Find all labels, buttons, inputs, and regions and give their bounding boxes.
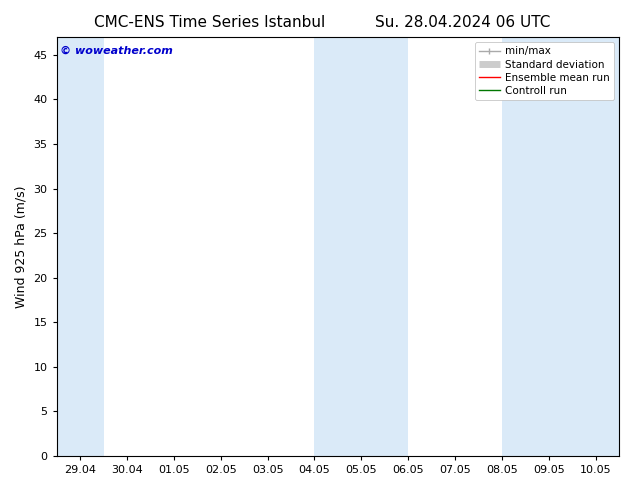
Text: © woweather.com: © woweather.com bbox=[60, 46, 172, 55]
Legend: min/max, Standard deviation, Ensemble mean run, Controll run: min/max, Standard deviation, Ensemble me… bbox=[475, 42, 614, 100]
Text: CMC-ENS Time Series Istanbul: CMC-ENS Time Series Istanbul bbox=[94, 15, 325, 30]
Bar bbox=[314, 37, 408, 456]
Text: Su. 28.04.2024 06 UTC: Su. 28.04.2024 06 UTC bbox=[375, 15, 550, 30]
Y-axis label: Wind 925 hPa (m/s): Wind 925 hPa (m/s) bbox=[15, 185, 28, 308]
Bar bbox=[502, 37, 619, 456]
Bar bbox=[56, 37, 103, 456]
